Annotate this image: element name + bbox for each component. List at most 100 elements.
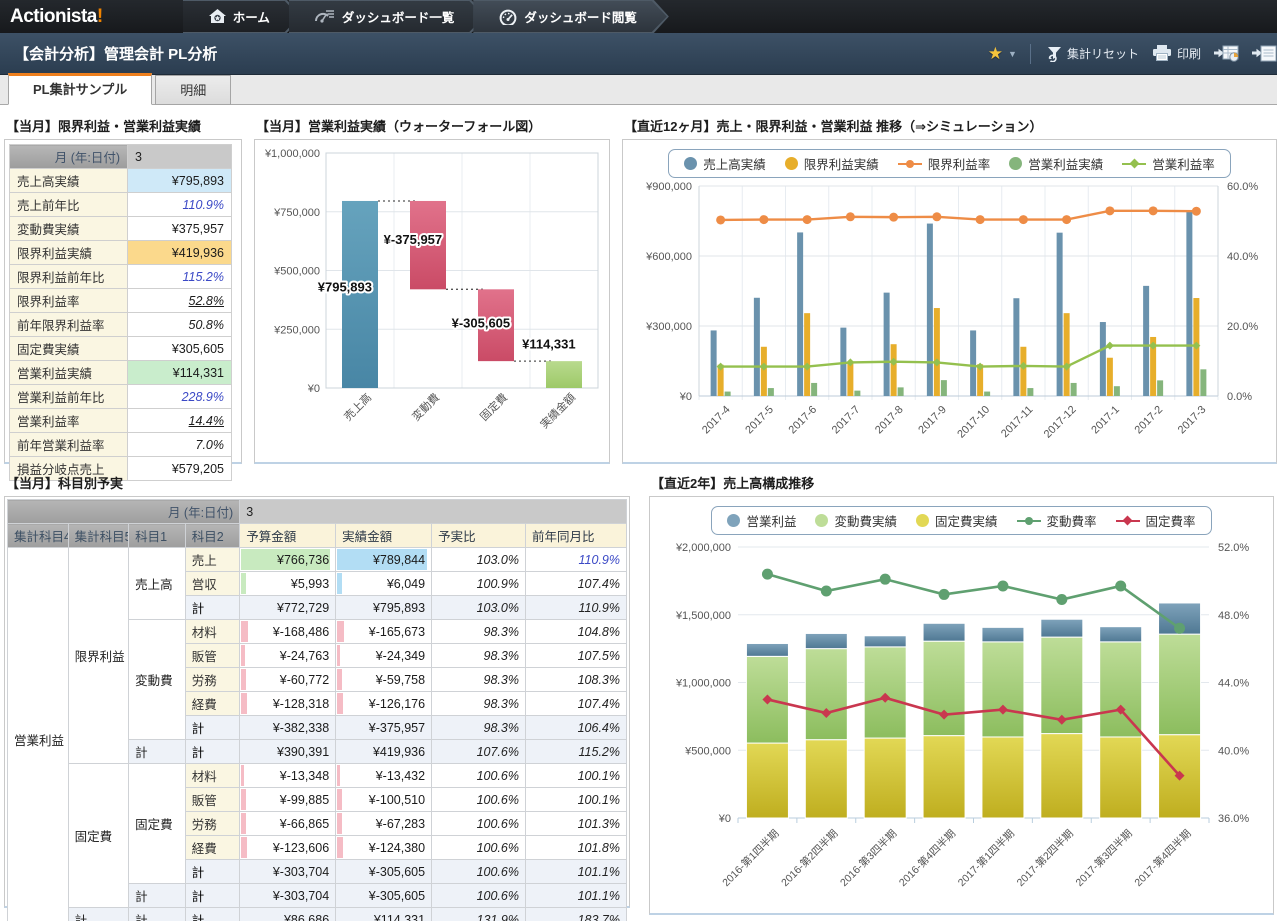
budget-ratio-cell[interactable]: 100.6% <box>431 763 526 788</box>
filter-value[interactable]: 3 <box>127 144 232 169</box>
budget-amount-cell[interactable]: ¥-60,772 <box>239 667 337 692</box>
actual-amount-cell[interactable]: ¥114,331 <box>335 907 433 921</box>
budget-amount-cell[interactable]: ¥772,729 <box>239 595 337 620</box>
nav-item-home[interactable]: ホーム <box>183 1 300 32</box>
legend-item[interactable]: 変動費実績 <box>815 511 897 530</box>
reset-aggregation-button[interactable]: 集計リセット <box>1044 45 1139 62</box>
budget-amount-cell[interactable]: ¥-303,704 <box>239 859 337 884</box>
favorite-button[interactable]: ★ ▼ <box>988 45 1017 62</box>
actual-amount-cell[interactable]: ¥-13,432 <box>335 763 433 788</box>
export-document-button[interactable] <box>1252 44 1277 63</box>
yoy-ratio-cell[interactable]: 100.1% <box>524 787 628 812</box>
budget-amount-cell[interactable]: ¥-168,486 <box>239 619 337 644</box>
yoy-ratio-cell[interactable]: 107.4% <box>524 571 628 596</box>
budget-amount-cell[interactable]: ¥390,391 <box>239 739 337 764</box>
budget-ratio-cell[interactable]: 100.6% <box>431 787 526 812</box>
print-button[interactable]: 印刷 <box>1152 45 1201 62</box>
budget-ratio-cell[interactable]: 100.6% <box>431 883 526 908</box>
budget-amount-cell[interactable]: ¥766,736 <box>239 547 337 572</box>
yoy-ratio-cell[interactable]: 106.4% <box>524 715 628 740</box>
budget-ratio-cell[interactable]: 100.6% <box>431 859 526 884</box>
actual-amount-cell[interactable]: ¥6,049 <box>335 571 433 596</box>
budget-ratio-cell[interactable]: 103.0% <box>431 595 526 620</box>
actual-amount-cell[interactable]: ¥-375,957 <box>335 715 433 740</box>
yoy-ratio-cell[interactable]: 101.1% <box>524 883 628 908</box>
budget-ratio-cell[interactable]: 98.3% <box>431 715 526 740</box>
summary-row-value[interactable]: ¥795,893 <box>127 168 232 193</box>
summary-row-value[interactable]: ¥114,331 <box>127 360 232 385</box>
app-logo[interactable]: Actionista! <box>0 0 123 33</box>
budget-amount-cell[interactable]: ¥-128,318 <box>239 691 337 716</box>
budget-amount-cell[interactable]: ¥-66,865 <box>239 811 337 836</box>
legend-item[interactable]: 営業利益率 <box>1122 154 1215 173</box>
legend-item[interactable]: 売上高実績 <box>684 154 766 173</box>
yoy-ratio-cell[interactable]: 107.5% <box>524 643 628 668</box>
tab-pl-summary[interactable]: PL集計サンプル <box>8 73 153 105</box>
actual-amount-cell[interactable]: ¥-305,605 <box>335 883 433 908</box>
yoy-ratio-cell[interactable]: 115.2% <box>524 739 628 764</box>
actual-amount-cell[interactable]: ¥419,936 <box>335 739 433 764</box>
actual-amount-cell[interactable]: ¥-165,673 <box>335 619 433 644</box>
budget-amount-cell[interactable]: ¥5,993 <box>239 571 337 596</box>
budget-amount-cell[interactable]: ¥-382,338 <box>239 715 337 740</box>
nav-item-dashboard-view[interactable]: ダッシュボード閲覧 <box>473 1 667 32</box>
summary-row-value[interactable]: 110.9% <box>127 192 232 217</box>
actual-amount-cell[interactable]: ¥-59,758 <box>335 667 433 692</box>
budget-ratio-cell[interactable]: 98.3% <box>431 643 526 668</box>
legend-item[interactable]: 変動費率 <box>1016 511 1097 530</box>
yoy-ratio-cell[interactable]: 110.9% <box>524 595 628 620</box>
summary-row-value[interactable]: ¥375,957 <box>127 216 232 241</box>
yoy-ratio-cell[interactable]: 101.8% <box>524 835 628 860</box>
waterfall-chart[interactable]: ¥0 ¥250,000 ¥500,000 ¥750,000 ¥1,000,000 売上高 変… <box>258 143 606 458</box>
budget-ratio-cell[interactable]: 100.9% <box>431 571 526 596</box>
actual-amount-cell[interactable]: ¥789,844 <box>335 547 433 572</box>
yoy-ratio-cell[interactable]: 101.1% <box>524 859 628 884</box>
actual-amount-cell[interactable]: ¥-67,283 <box>335 811 433 836</box>
actual-amount-cell[interactable]: ¥-124,380 <box>335 835 433 860</box>
trend2y-chart[interactable]: ¥0 ¥500,000 ¥1,000,000 ¥1,500,000 ¥2,000,000… <box>650 535 1269 910</box>
summary-row-value[interactable]: 228.9% <box>127 384 232 409</box>
summary-row-value[interactable]: ¥419,936 <box>127 240 232 265</box>
legend-item[interactable]: 限界利益率 <box>897 154 990 173</box>
budget-ratio-cell[interactable]: 98.3% <box>431 619 526 644</box>
budget-ratio-cell[interactable]: 100.6% <box>431 835 526 860</box>
legend-item[interactable]: 限界利益実績 <box>784 154 879 173</box>
yoy-ratio-cell[interactable]: 100.1% <box>524 763 628 788</box>
summary-row-value[interactable]: 52.8% <box>127 288 232 313</box>
actual-amount-cell[interactable]: ¥-24,349 <box>335 643 433 668</box>
budget-ratio-cell[interactable]: 103.0% <box>431 547 526 572</box>
summary-row-value[interactable]: ¥579,205 <box>127 456 232 481</box>
budget-amount-cell[interactable]: ¥-13,348 <box>239 763 337 788</box>
budget-amount-cell[interactable]: ¥-99,885 <box>239 787 337 812</box>
trend12-chart[interactable]: ¥0 ¥300,000 ¥600,000 ¥900,000 0.0% 20.0% 40.0%… <box>623 178 1276 458</box>
yoy-ratio-cell[interactable]: 110.9% <box>524 547 628 572</box>
legend-item[interactable]: 営業利益実績 <box>1009 154 1103 173</box>
legend-item[interactable]: 固定費率 <box>1115 511 1196 530</box>
actual-amount-cell[interactable]: ¥-126,176 <box>335 691 433 716</box>
yoy-ratio-cell[interactable]: 108.3% <box>524 667 628 692</box>
budget-ratio-cell[interactable]: 100.6% <box>431 811 526 836</box>
summary-row-value[interactable]: 50.8% <box>127 312 232 337</box>
budget-ratio-cell[interactable]: 107.6% <box>431 739 526 764</box>
legend-item[interactable]: 営業利益 <box>727 511 796 530</box>
budget-amount-cell[interactable]: ¥-123,606 <box>239 835 337 860</box>
budget-ratio-cell[interactable]: 98.3% <box>431 691 526 716</box>
tab-detail[interactable]: 明細 <box>155 75 232 105</box>
actual-amount-cell[interactable]: ¥-305,605 <box>335 859 433 884</box>
budget-amount-cell[interactable]: ¥86,686 <box>239 907 337 921</box>
budget-amount-cell[interactable]: ¥-24,763 <box>239 643 337 668</box>
budget-amount-cell[interactable]: ¥-303,704 <box>239 883 337 908</box>
actual-amount-cell[interactable]: ¥-100,510 <box>335 787 433 812</box>
export-report-button[interactable] <box>1214 44 1239 63</box>
summary-row-value[interactable]: ¥305,605 <box>127 336 232 361</box>
nav-item-dashboard-list[interactable]: ダッシュボード一覧 <box>289 1 485 32</box>
legend-item[interactable]: 固定費実績 <box>915 511 998 530</box>
yoy-ratio-cell[interactable]: 183.7% <box>524 907 628 921</box>
filter-value[interactable]: 3 <box>239 499 627 524</box>
summary-row-value[interactable]: 115.2% <box>127 264 232 289</box>
budget-ratio-cell[interactable]: 131.9% <box>431 907 526 921</box>
actual-amount-cell[interactable]: ¥795,893 <box>335 595 433 620</box>
yoy-ratio-cell[interactable]: 101.3% <box>524 811 628 836</box>
summary-row-value[interactable]: 14.4% <box>127 408 232 433</box>
summary-row-value[interactable]: 7.0% <box>127 432 232 457</box>
